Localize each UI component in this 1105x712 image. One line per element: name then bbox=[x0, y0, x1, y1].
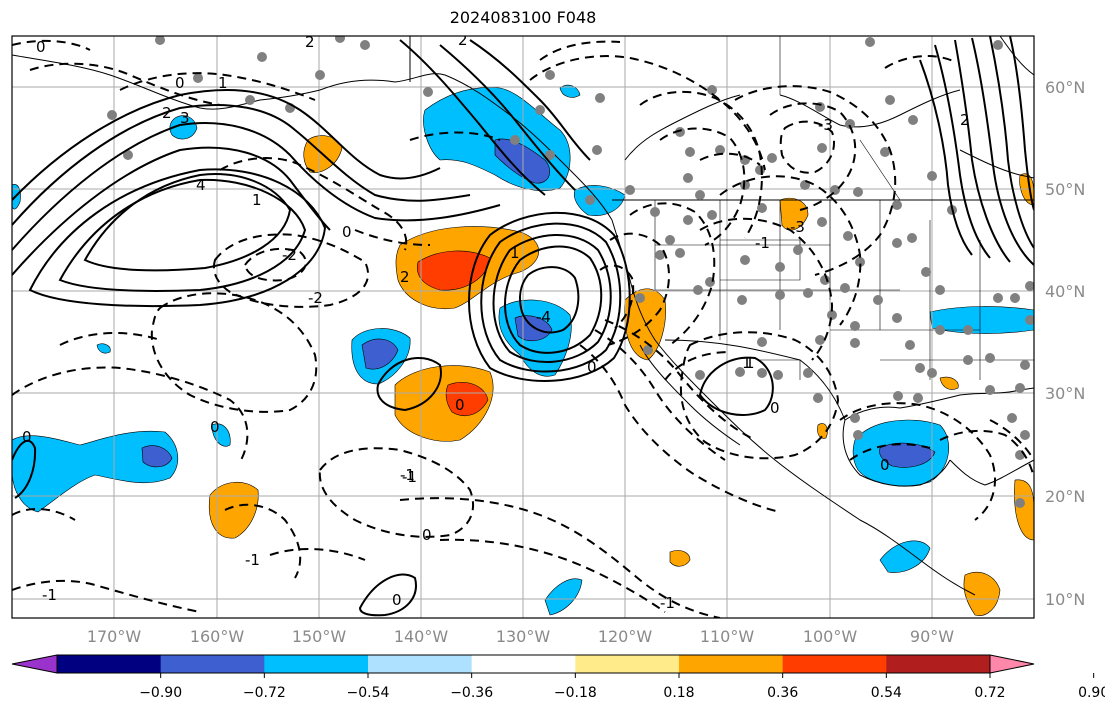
colorbar-tick-label: 0.54 bbox=[871, 685, 902, 701]
contour-label: -1 bbox=[755, 234, 770, 252]
map-title: 2024083100 F048 bbox=[449, 8, 597, 27]
colorbar-cell bbox=[264, 655, 369, 673]
contour-label: -3 bbox=[818, 116, 833, 134]
lat-label: 20°N bbox=[1045, 487, 1085, 506]
latitude-labels: 60°N 50°N 40°N 30°N 20°N 10°N bbox=[1045, 78, 1085, 609]
contour-label: 2 bbox=[400, 268, 410, 286]
colorbar-tick-label: 0.18 bbox=[663, 685, 694, 701]
colorbar-frame bbox=[56, 654, 991, 674]
lat-label: 40°N bbox=[1045, 282, 1085, 301]
contours bbox=[12, 36, 1034, 618]
contour-label: 0 bbox=[587, 358, 597, 376]
contour-label: 2 bbox=[458, 31, 468, 49]
contour-label: 0 bbox=[342, 223, 352, 241]
contour-label: 0 bbox=[880, 456, 890, 474]
colorbar-tick-label: −0.90 bbox=[139, 685, 182, 701]
lon-label: 100°W bbox=[803, 627, 858, 646]
colorbar-tick-label: −0.36 bbox=[450, 685, 493, 701]
contour-label: 0 bbox=[455, 396, 465, 414]
contour-label: 1 bbox=[252, 191, 262, 209]
contour-labels: 0 2 1 0 2 3 4 1 0 2 -2 -2 -1 -1 0 -1 0 -… bbox=[22, 31, 970, 612]
contour-label: -1 bbox=[245, 551, 260, 569]
lon-label: 110°W bbox=[700, 627, 755, 646]
contour-label: 1 bbox=[510, 244, 520, 262]
longitude-labels: 170°W 160°W 150°W 140°W 130°W 120°W 110°… bbox=[87, 627, 954, 646]
lat-label: 30°N bbox=[1045, 384, 1085, 403]
contour-label: 3 bbox=[180, 109, 190, 127]
contour-label: -1 bbox=[42, 586, 57, 604]
lon-label: 150°W bbox=[292, 627, 347, 646]
colorbar-tick-label: 0.36 bbox=[767, 685, 798, 701]
contour-label: 1 bbox=[742, 354, 752, 372]
contour-label: 0 bbox=[22, 428, 32, 446]
lat-label: 50°N bbox=[1045, 180, 1085, 199]
plot-frame bbox=[11, 35, 1035, 619]
colorbar-cell bbox=[679, 655, 784, 673]
map-plot-area: 0 2 1 0 2 3 4 1 0 2 -2 -2 -1 -1 0 -1 0 -… bbox=[12, 31, 1034, 618]
shaded-anomaly-fields bbox=[12, 84, 1034, 616]
contour-label: -2 bbox=[282, 246, 297, 264]
lon-label: 140°W bbox=[394, 627, 449, 646]
colorbar-tick-label: −0.54 bbox=[347, 685, 390, 701]
contour-label: -1 bbox=[400, 466, 415, 484]
contour-label: 2 bbox=[960, 111, 970, 129]
contour-label: 2 bbox=[305, 33, 315, 51]
colorbar-cell bbox=[471, 655, 576, 673]
colorbar-cell bbox=[57, 655, 162, 673]
colorbar-tick-label: −0.72 bbox=[243, 685, 286, 701]
lon-label: 160°W bbox=[190, 627, 245, 646]
contour-label: -1 bbox=[402, 468, 417, 486]
colorbar-over-triangle bbox=[989, 654, 1035, 674]
contour-label: 1 bbox=[218, 74, 228, 92]
lon-label: 90°W bbox=[910, 627, 954, 646]
lat-label: 10°N bbox=[1045, 590, 1085, 609]
graticule bbox=[12, 36, 1034, 618]
contour-label: 0 bbox=[770, 399, 780, 417]
colorbar-tick-label: 0.90 bbox=[1078, 685, 1105, 701]
contour-label: -2 bbox=[308, 289, 323, 307]
contour-label: 0 bbox=[175, 74, 185, 92]
colorbar-tick-label: 0.72 bbox=[974, 685, 1005, 701]
colorbar-tick-label: −0.18 bbox=[554, 685, 597, 701]
contour-label: 4 bbox=[196, 176, 206, 194]
lat-label: 60°N bbox=[1045, 78, 1085, 97]
contour-label: 0 bbox=[210, 418, 220, 436]
contour-label: 0 bbox=[422, 526, 432, 544]
colorbar-under-triangle bbox=[11, 654, 58, 674]
contour-label: 0 bbox=[392, 591, 402, 609]
lon-label: 120°W bbox=[598, 627, 653, 646]
colorbar-cell bbox=[782, 655, 887, 673]
colorbar-cell bbox=[368, 655, 473, 673]
colorbar-cell bbox=[160, 655, 265, 673]
colorbar-cell bbox=[575, 655, 680, 673]
lon-label: 130°W bbox=[496, 627, 551, 646]
contour-label: -1 bbox=[660, 594, 675, 612]
contour-label: 2 bbox=[162, 104, 172, 122]
contour-label: -4 bbox=[536, 308, 551, 326]
contour-label: -3 bbox=[790, 218, 805, 236]
colorbar: −0.90 −0.72 −0.54 −0.36 −0.18 0.18 0.36 0.54 0.7… bbox=[11, 654, 1105, 701]
colorbar-cell bbox=[886, 655, 991, 673]
contour-label: 0 bbox=[36, 38, 46, 56]
contour-label: 1 bbox=[745, 354, 755, 372]
lon-label: 170°W bbox=[87, 627, 142, 646]
